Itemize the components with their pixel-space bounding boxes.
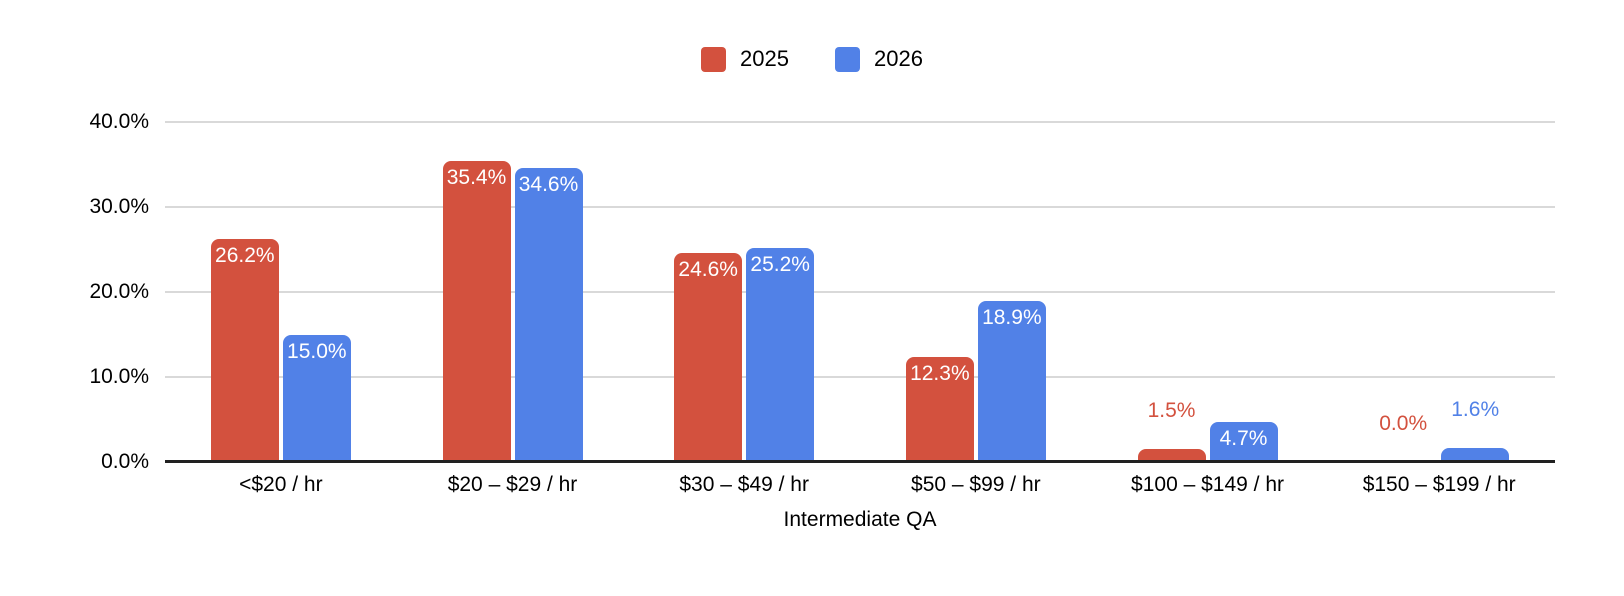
- chart-legend: 2025 2026: [0, 46, 1624, 72]
- y-tick-label: 20.0%: [89, 280, 149, 303]
- legend-label: 2025: [740, 46, 789, 71]
- bar-group-1: 26.2% 15.0%: [165, 122, 397, 462]
- bar-value-label: 24.6%: [678, 257, 738, 281]
- bar-2026-3[interactable]: 25.2%: [746, 247, 815, 462]
- legend-swatch-2025: [701, 46, 727, 72]
- bar-groups: 26.2% 15.0% 35.4% 34.6% 24.6% 25.2% 12.3% 18.9%…: [165, 122, 1555, 462]
- gridline-20.0%: [165, 291, 1555, 293]
- y-tick-label: 10.0%: [89, 365, 149, 388]
- bar-value-label: 18.9%: [982, 306, 1042, 330]
- bar-group-5: 1.5% 4.7%: [1092, 122, 1324, 462]
- bar-2026-5[interactable]: 4.7%: [1209, 422, 1278, 462]
- bar-value-label: 4.7%: [1219, 427, 1268, 451]
- y-tick-label: 30.0%: [89, 195, 149, 218]
- bar-value-label: 12.3%: [910, 362, 970, 386]
- gridline-40.0%: [165, 121, 1555, 123]
- bar-group-4: 12.3% 18.9%: [860, 122, 1092, 462]
- y-tick-label: 0.0%: [101, 450, 149, 473]
- bar-2025-1[interactable]: 26.2%: [210, 239, 279, 462]
- bar-value-label: 1.6%: [1451, 398, 1500, 422]
- bar-2026-6[interactable]: 1.6%: [1441, 398, 1510, 462]
- bar-2025-3[interactable]: 24.6%: [674, 252, 743, 462]
- legend-label: 2026: [874, 46, 923, 71]
- x-category-label: $30 – $49 / hr: [679, 473, 809, 496]
- legend-item-2025[interactable]: 2025: [701, 46, 789, 72]
- x-category-label: $100 – $149 / hr: [1131, 473, 1284, 496]
- bar-value-label: 1.5%: [1147, 399, 1196, 423]
- bar-value-label: 0.0%: [1379, 412, 1428, 435]
- bar-2026-2[interactable]: 34.6%: [514, 167, 583, 462]
- bar-2025-5[interactable]: 1.5%: [1137, 399, 1206, 462]
- plot-area: 26.2% 15.0% 35.4% 34.6% 24.6% 25.2% 12.3% 18.9%…: [89, 110, 1555, 473]
- x-category-label: $20 – $29 / hr: [447, 473, 578, 496]
- bar-value-label: 26.2%: [215, 244, 275, 268]
- legend-swatch-2026: [835, 46, 860, 72]
- x-category-label: <$20 / hr: [239, 473, 323, 496]
- bar-value-label: 35.4%: [446, 166, 507, 190]
- gridline-30.0%: [165, 206, 1555, 208]
- bar-value-label: 34.6%: [518, 172, 579, 196]
- y-tick-label: 40.0%: [89, 110, 149, 133]
- legend-item-2026[interactable]: 2026: [835, 46, 923, 72]
- bar-group-2: 35.4% 34.6%: [397, 122, 629, 462]
- bar-2025-4[interactable]: 12.3%: [905, 357, 974, 462]
- bar-value-label: 25.2%: [750, 252, 810, 276]
- bar-group-3: 24.6% 25.2%: [628, 122, 860, 462]
- gridline-10.0%: [165, 376, 1555, 378]
- x-axis-title: Intermediate QA: [783, 508, 937, 531]
- bar-2026-4[interactable]: 18.9%: [977, 301, 1046, 462]
- x-axis-line: [165, 460, 1555, 463]
- bar-2026-1[interactable]: 15.0%: [282, 334, 351, 462]
- x-category-label: $50 – $99 / hr: [911, 473, 1041, 496]
- x-category-label: $150 – $199 / hr: [1362, 473, 1516, 496]
- bar-group-6: 0.0% 1.6%: [1323, 122, 1555, 462]
- x-axis-labels: <$20 / hr $20 – $29 / hr $30 – $49 / hr $50…: [165, 473, 1555, 497]
- bar-value-label: 15.0%: [287, 339, 347, 363]
- bar-2025-2[interactable]: 35.4%: [442, 161, 511, 462]
